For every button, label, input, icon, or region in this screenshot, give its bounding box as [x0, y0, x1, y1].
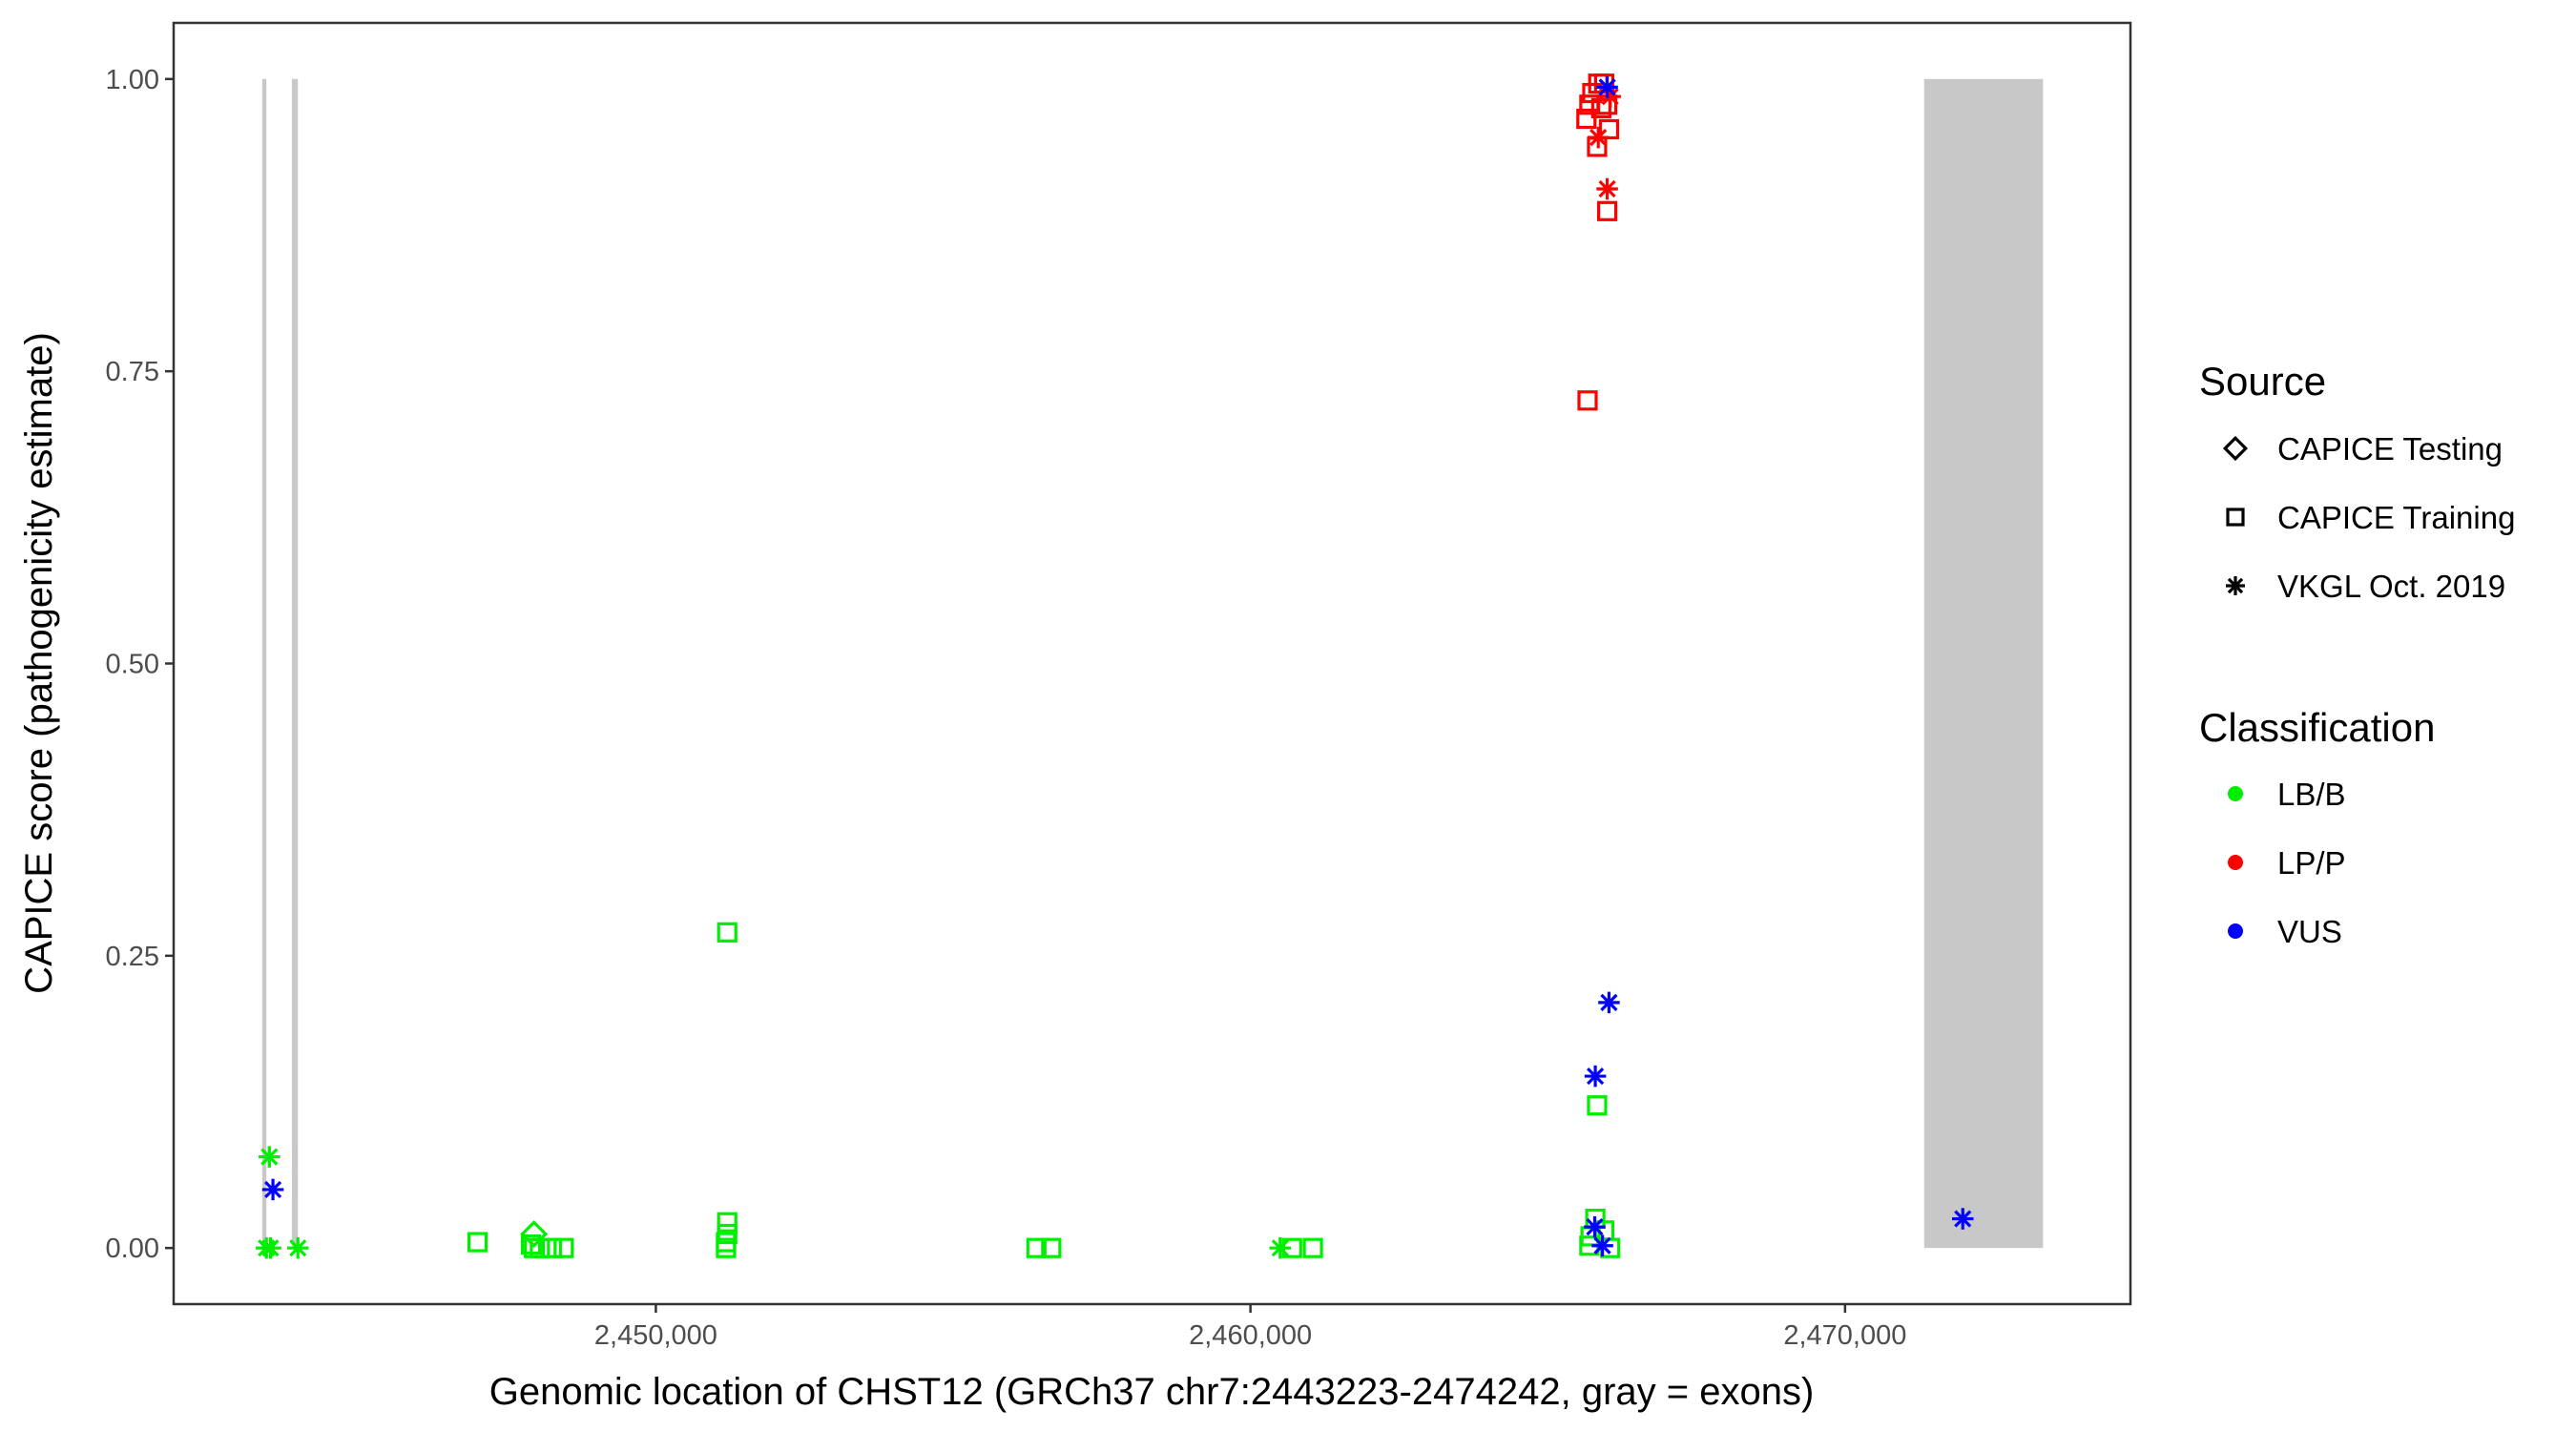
data-point — [1598, 991, 1620, 1014]
y-tick-label: 0.75 — [106, 357, 159, 387]
data-point — [1591, 1234, 1613, 1256]
data-point — [1587, 1095, 1608, 1116]
data-point — [1598, 118, 1620, 140]
y-tick-label: 0.25 — [106, 942, 159, 972]
data-point — [467, 1232, 488, 1253]
data-point — [1584, 1215, 1606, 1238]
y-tick-label: 0.00 — [106, 1234, 159, 1264]
legend-item-label: CAPICE Training — [2277, 500, 2515, 535]
legend-item-label: LP/P — [2277, 845, 2346, 881]
data-point — [520, 1220, 549, 1248]
exon-rect — [292, 78, 299, 1249]
legend-key-diamond-icon — [2222, 435, 2249, 462]
data-point — [287, 1236, 309, 1259]
legend-key-dot-icon — [2228, 786, 2243, 801]
legend-title-source: Source — [2199, 359, 2326, 404]
data-point — [1026, 1237, 1047, 1258]
x-tick-label: 2,460,000 — [1189, 1320, 1312, 1351]
data-point — [260, 1236, 281, 1259]
data-point — [1269, 1236, 1292, 1259]
data-point — [530, 1237, 551, 1258]
data-point — [261, 1178, 284, 1201]
data-point — [1584, 1065, 1607, 1088]
data-point — [1596, 177, 1618, 200]
data-point — [716, 1237, 737, 1258]
exon-rect — [261, 78, 267, 1249]
y-axis-title: CAPICE score (pathogenicity estimate) — [18, 332, 60, 994]
data-point — [717, 922, 737, 943]
legend-key-asterisk-icon — [2226, 576, 2245, 595]
data-point — [1596, 76, 1618, 98]
legend-title-classification: Classification — [2199, 705, 2435, 750]
exon-regions — [261, 78, 2044, 1249]
x-tick-label: 2,470,000 — [1783, 1320, 1906, 1351]
data-point — [1596, 200, 1618, 221]
data-point — [1281, 1237, 1302, 1258]
data-point — [541, 1237, 562, 1258]
y-tick-label: 0.50 — [106, 650, 159, 680]
x-axis: 2,450,000 2,460,000 2,470,000 — [594, 1304, 1906, 1351]
legend-item-label: CAPICE Testing — [2277, 431, 2503, 467]
data-point — [1587, 126, 1610, 149]
exon-rect — [1923, 78, 2044, 1249]
data-points — [255, 73, 1974, 1259]
legend-key-square-icon — [2226, 508, 2245, 527]
y-axis: 0.00 0.25 0.50 0.75 1.00 — [106, 65, 174, 1264]
x-axis-title: Genomic location of CHST12 (GRCh37 chr7:… — [489, 1371, 1815, 1413]
legend-item-label: LB/B — [2277, 777, 2346, 812]
legend-key-dot-icon — [2228, 923, 2243, 939]
legend-item-label: VUS — [2277, 914, 2342, 949]
plot-panel-border — [172, 21, 2132, 1306]
data-point — [1576, 108, 1597, 130]
data-point — [1577, 390, 1598, 411]
data-point — [1302, 1237, 1323, 1258]
legend-item-label: VKGL Oct. 2019 — [2277, 569, 2505, 604]
x-tick-label: 2,450,000 — [594, 1320, 717, 1351]
data-point — [1041, 1237, 1062, 1258]
data-point — [259, 1146, 280, 1168]
data-point — [1952, 1208, 1974, 1230]
y-tick-label: 1.00 — [106, 65, 159, 95]
data-point — [717, 1212, 737, 1233]
data-point — [1599, 85, 1621, 108]
data-point — [553, 1237, 574, 1258]
legend-key-dot-icon — [2228, 855, 2243, 870]
legend: Source CAPICE Testing CAPICE Training VKGL… — [2199, 359, 2515, 949]
